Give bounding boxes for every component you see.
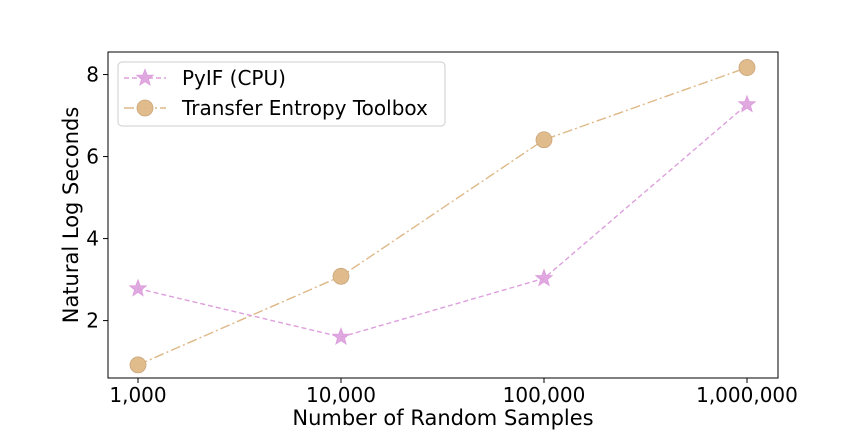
legend-label: Transfer Entropy Toolbox [181,96,428,120]
data-point [332,267,350,285]
y-axis-label: Natural Log Seconds [59,107,83,324]
legend-marker [135,68,155,87]
y-tick-label: 2 [86,309,99,333]
y-axis: 2 4 6 8 [86,63,108,333]
legend-label: PyIF (CPU) [182,66,286,90]
series-line [137,103,748,338]
x-tick-label: 100,000 [503,383,586,407]
legend: PyIF (CPU) Transfer Entropy Toolbox [117,61,446,127]
x-tick-label: 10,000 [306,383,376,407]
data-point [737,94,757,113]
data-point [331,327,351,346]
data-point [534,268,554,287]
legend-marker [136,99,154,117]
series-line [137,66,748,366]
x-axis-label: Number of Random Samples [292,406,593,430]
y-tick-label: 4 [86,227,99,251]
data-point [535,131,553,149]
x-tick-label: 1,000,000 [696,383,798,407]
x-axis: 1,000 10,000 100,000 1,000,000 [109,378,798,407]
legend-box [117,61,446,127]
plot-frame [107,51,779,379]
x-tick-label: 1,000 [109,383,166,407]
data-point [128,278,148,297]
y-tick-label: 6 [86,145,99,169]
data-point [129,356,147,374]
data-point [738,59,756,76]
series-layer [128,59,757,374]
y-tick-label: 8 [86,63,99,87]
